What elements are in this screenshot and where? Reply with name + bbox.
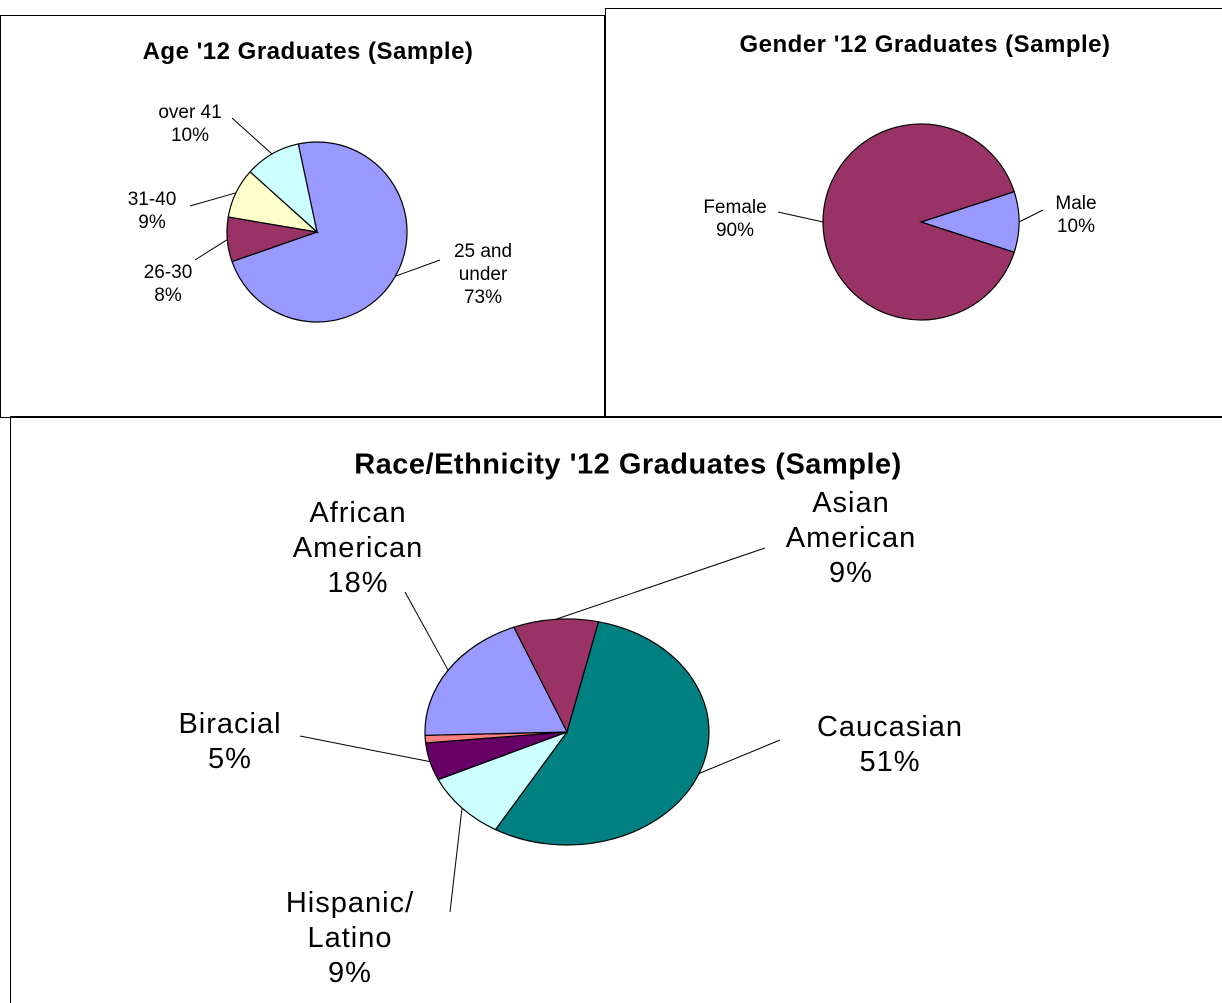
value-label: 9% (138, 212, 166, 233)
slice-label: 26-30 8% (138, 262, 198, 308)
pie-slice (231, 141, 408, 323)
category-label: 31-40 (127, 189, 177, 211)
category-label: African American (292, 496, 424, 564)
slice-label: Female 90% (690, 197, 780, 243)
slice-label: Hispanic/ Latino 9% (250, 886, 450, 990)
category-label: Hispanic/ Latino (285, 886, 415, 954)
chart-title: Gender '12 Graduates (Sample) (739, 31, 1111, 58)
category-label: Male (1055, 193, 1097, 215)
category-label: over 41 (158, 102, 222, 124)
leader-line (189, 192, 237, 207)
value-label: 9% (829, 556, 873, 589)
value-label: 10% (170, 125, 210, 146)
leader-line (449, 808, 463, 913)
value-label: 10% (1056, 216, 1096, 237)
leader-line (698, 739, 781, 774)
leader-line (1018, 209, 1044, 223)
category-label: Asian American (785, 486, 917, 554)
panel-border (605, 8, 1222, 418)
slice-label: Biracial 5% (155, 707, 305, 777)
value-label: 73% (463, 286, 503, 308)
value-label: 51% (859, 746, 921, 778)
category-label: 26-30 (143, 262, 193, 284)
leader-line (231, 117, 273, 155)
value-label: 9% (328, 956, 372, 989)
category-label: Female (703, 197, 767, 219)
leader-line (194, 239, 228, 261)
slice-label: over 41 10% (155, 102, 225, 148)
value-label: 5% (208, 743, 252, 775)
slice-label: Asian American 9% (756, 486, 946, 590)
leader-line (299, 735, 431, 763)
chart-title: Race/Ethnicity '12 Graduates (Sample) (354, 448, 902, 481)
slice-label: 25 and under 73% (443, 241, 523, 309)
panel-border (10, 416, 1222, 1003)
value-label: 8% (154, 285, 182, 306)
slice-label: 31-40 9% (122, 189, 182, 235)
category-label: 25 and under (453, 240, 513, 285)
pie-slice (437, 730, 569, 831)
chart-title: Age '12 Graduates (Sample) (142, 38, 474, 65)
slice-label: African American 18% (263, 496, 453, 600)
slice-label: Male 10% (1041, 193, 1111, 239)
category-label: Caucasian (816, 711, 964, 744)
value-label: 90% (715, 220, 755, 241)
leader-line (404, 591, 449, 671)
pie-slice (512, 618, 600, 734)
leader-line (555, 547, 766, 620)
slice-label: Caucasian 51% (785, 710, 995, 780)
category-label: Biracial (178, 708, 282, 741)
panel-border (0, 15, 605, 418)
pie-slice (249, 143, 318, 234)
leader-line (395, 259, 441, 277)
value-label: 18% (327, 566, 389, 599)
leader-line (777, 211, 824, 223)
